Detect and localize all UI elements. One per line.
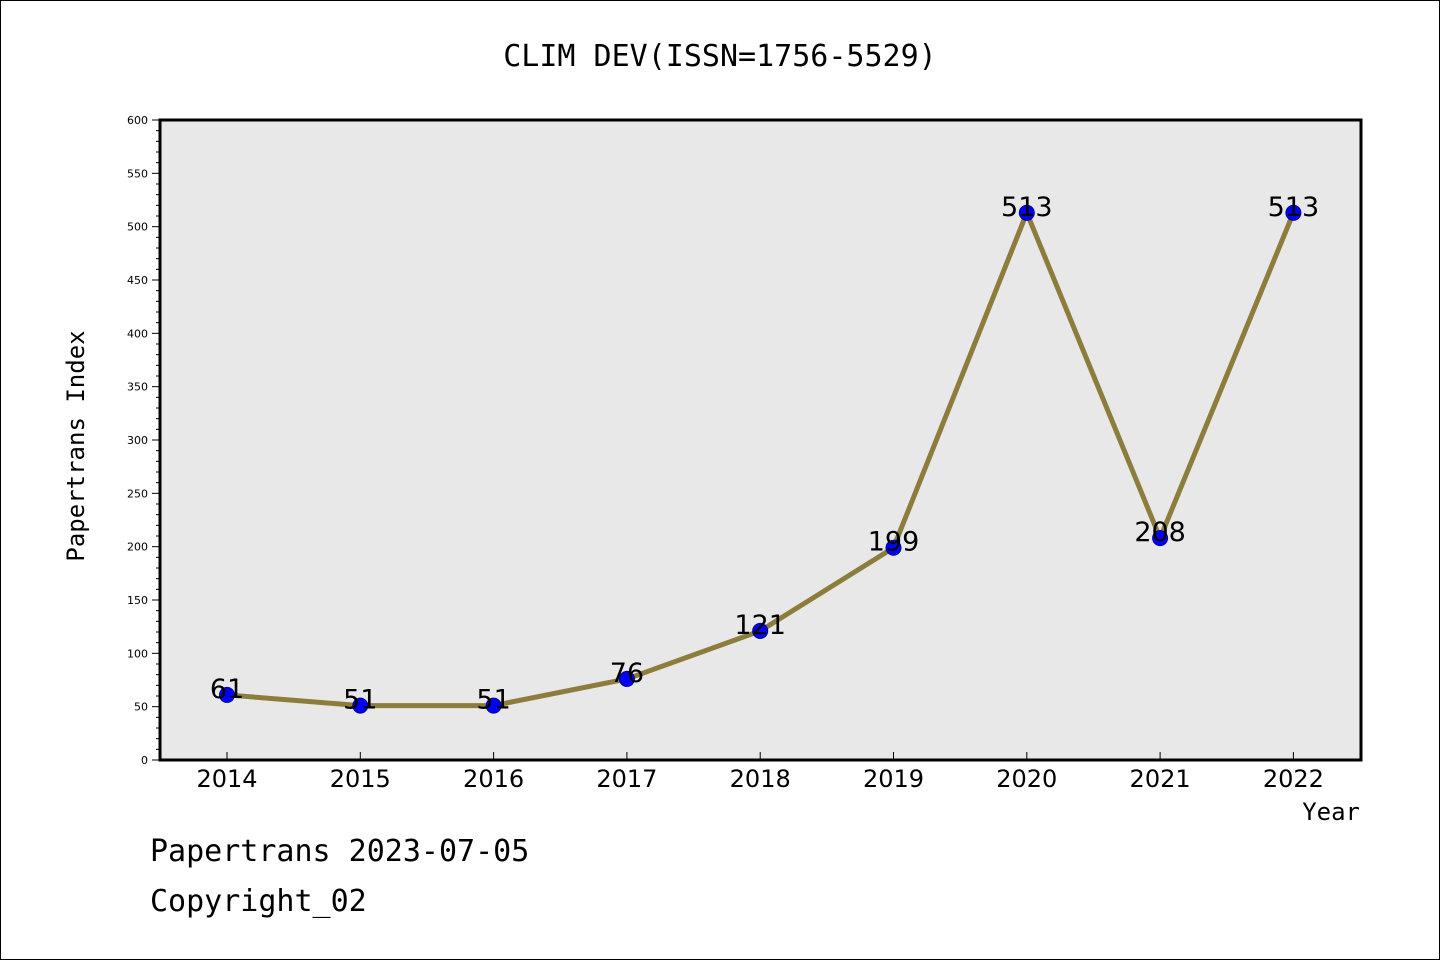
data-point: [1285, 204, 1302, 221]
data-label: 51: [343, 685, 377, 716]
footer-date: Papertrans 2023-07-05: [150, 834, 530, 869]
y-tick-label: 550: [127, 167, 148, 180]
x-tick-label: 2018: [730, 765, 791, 793]
data-label: 121: [734, 610, 786, 641]
data-point: [219, 686, 235, 703]
data-labels: 61 51 51 76 121 199 513 208 513: [210, 192, 1319, 716]
y-tick-label: 450: [127, 274, 148, 287]
data-points: [219, 204, 1302, 714]
y-tick-label: 350: [127, 381, 148, 394]
x-tick-label: 2016: [463, 765, 524, 793]
data-label: 61: [210, 674, 244, 705]
data-label: 513: [1268, 192, 1320, 223]
data-point: [1152, 530, 1169, 547]
data-point: [352, 697, 369, 714]
y-tick-label: 250: [127, 487, 148, 500]
x-tick-label: 2019: [863, 765, 924, 793]
x-tick-label: 2021: [1130, 765, 1191, 793]
x-axis-label: Year: [1302, 798, 1360, 826]
data-label: 513: [1001, 192, 1053, 223]
y-tick-label: 200: [127, 541, 148, 554]
data-label: 208: [1134, 517, 1186, 548]
y-tick-label: 500: [127, 221, 148, 234]
y-axis-label: Papertrans Index: [62, 330, 90, 561]
chart-title: CLIM DEV(ISSN=1756-5529): [503, 39, 936, 74]
data-label: 51: [476, 685, 510, 716]
footer-copyright: Copyright_02: [150, 884, 367, 919]
y-tick-label: 400: [127, 327, 148, 340]
x-tick-label: 2015: [330, 765, 391, 793]
x-tick-label: 2014: [196, 765, 257, 793]
data-label: 199: [868, 527, 920, 558]
data-point: [485, 697, 502, 714]
x-tick-label: 2020: [996, 765, 1057, 793]
plot-area: [158, 118, 1363, 762]
data-point: [1018, 204, 1035, 221]
x-tick-label: 2022: [1263, 765, 1324, 793]
y-axis: 0 50 100 150 200 250 300 350 400 450 500 550 600: [127, 114, 160, 767]
y-tick-label: 50: [134, 701, 148, 714]
y-tick-label: 150: [127, 594, 148, 607]
data-point: [885, 539, 902, 556]
y-tick-label: 300: [127, 434, 148, 447]
data-point: [752, 622, 769, 639]
x-tick-label: 2017: [596, 765, 657, 793]
y-tick-label: 600: [127, 114, 148, 127]
y-tick-label: 100: [127, 647, 148, 660]
x-axis: 2014 2015 2016 2017 2018 2019 2020 2021 2022: [196, 752, 1324, 793]
y-tick-label: 0: [141, 754, 148, 767]
data-label: 76: [610, 658, 644, 689]
data-point: [618, 670, 635, 687]
